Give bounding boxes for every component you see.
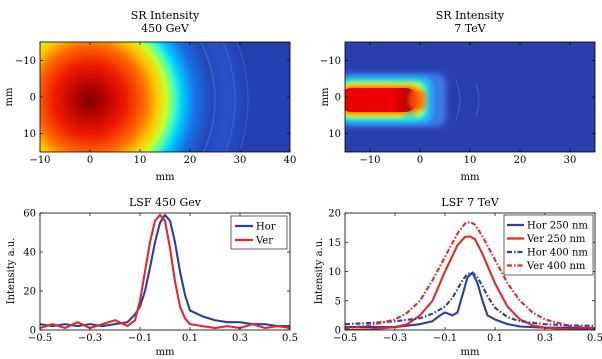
y-tick-label: 10 [328, 129, 341, 140]
y-tick-label: 5 [335, 296, 341, 307]
x-tick-label: −0.5 [28, 333, 52, 344]
x-tick-label: 10 [134, 155, 147, 166]
heatmap-450gev-image [40, 42, 290, 152]
lsf-7tev-ylabel: Intensity a.u. [314, 238, 325, 305]
x-tick-label: −0.5 [333, 333, 357, 344]
x-tick-label: 20 [184, 155, 197, 166]
heatmap-7tev: SR Intensity 7 TeV −10 0 10 20 30 −10 0 10 mm [320, 9, 596, 183]
lsf-7tev-ticks: −0.5 −0.3 −0.1 0.1 0.3 0.5 0 5 10 15 20 [328, 209, 602, 345]
y-tick-label: 10 [328, 267, 341, 278]
y-tick-label: 40 [23, 248, 36, 259]
lsf-450gev: LSF 450 Gev −0.5 −0.3 −0.1 0.1 0.3 0.5 0 20 40 60… [6, 196, 298, 358]
lsf-450gev-series [40, 213, 290, 330]
heatmap-450gev: SR Intensity 450 GeV −10 0 10 20 30 40−10010 … [4, 9, 296, 183]
heatmap-450gev-subtitle: 450 GeV [141, 22, 190, 35]
series-line-hor-400-nm [345, 271, 595, 327]
legend-label-hor-400: Hor 400 nm [527, 248, 588, 259]
lsf-450gev-legend: Hor Ver [230, 215, 288, 250]
heatmap-7tev-subtitle: 7 TeV [454, 22, 486, 35]
heatmap-450gev-xlabel: mm [156, 172, 175, 183]
x-tick-label: 0 [87, 155, 93, 166]
x-tick-label: −10 [29, 155, 50, 166]
series-line-ver-250-nm [345, 235, 595, 330]
x-tick-label: 0.3 [537, 333, 553, 344]
legend-label-hor-250: Hor 250 nm [527, 221, 588, 232]
legend-label-ver-400: Ver 400 nm [526, 261, 586, 272]
series-line-ver-400-nm [345, 220, 595, 330]
lsf-7tev-legend: Hor 250 nm Ver 250 nm Hor 400 nm Ver 400… [503, 214, 594, 276]
x-tick-label: 0.5 [587, 333, 602, 344]
lsf-450gev-ticks: −0.5 −0.3 −0.1 0.1 0.3 0.5 0 20 40 60 [23, 209, 298, 345]
series-line-ver [40, 213, 290, 330]
y-tick-label: 15 [328, 238, 341, 249]
y-tick-label: −10 [320, 56, 341, 67]
legend-label-ver: Ver [255, 236, 273, 247]
y-tick-label: 10 [23, 129, 36, 140]
heatmap-450gev-ticks: −10 0 10 20 30 40 −10 0 10 [15, 42, 296, 166]
x-tick-label: −0.1 [433, 333, 457, 344]
x-tick-label: 40 [284, 155, 297, 166]
heatmap-7tev-ylabel: mm [320, 87, 331, 106]
x-tick-label: −0.3 [383, 333, 407, 344]
lsf-450gev-ylabel: Intensity a.u. [6, 238, 17, 305]
x-tick-label: −0.3 [78, 333, 102, 344]
heatmap-7tev-ticks: −10 0 10 20 30 −10 0 10 [320, 42, 595, 166]
x-tick-label: 10 [464, 155, 477, 166]
heatmap-450gev-title: SR Intensity [131, 9, 200, 22]
lsf-7tev-xlabel: mm [461, 347, 480, 358]
lsf-450gev-xlabel: mm [156, 347, 175, 358]
x-tick-label: 30 [234, 155, 247, 166]
lsf-7tev-series [345, 220, 595, 330]
heatmap-450gev-ylabel: mm [4, 87, 15, 106]
x-tick-label: 0 [417, 155, 423, 166]
x-tick-label: 20 [514, 155, 527, 166]
y-tick-label: 20 [23, 287, 36, 298]
lsf-7tev: LSF 7 TeV −0.5 −0.3 −0.1 0.1 0.3 0.505101520 … [314, 196, 602, 358]
x-tick-label: −0.1 [128, 333, 152, 344]
y-tick-label: 0 [335, 93, 341, 104]
x-tick-label: −10 [359, 155, 380, 166]
x-tick-label: 0.5 [282, 333, 298, 344]
heatmap-7tev-xlabel: mm [461, 172, 480, 183]
lsf-450gev-frame [39, 212, 291, 331]
x-tick-label: 0.3 [232, 333, 248, 344]
legend-label-ver-250: Ver 250 nm [526, 234, 586, 245]
lsf-450gev-title: LSF 450 Gev [129, 196, 202, 209]
y-tick-label: 60 [23, 209, 36, 220]
series-line-hor-250-nm [345, 271, 595, 330]
y-tick-label: 20 [328, 209, 341, 220]
lsf-7tev-title: LSF 7 TeV [441, 196, 499, 209]
heatmap-7tev-title: SR Intensity [436, 9, 505, 22]
y-tick-label: 0 [30, 326, 36, 337]
heatmap-450gev-fringes [200, 42, 249, 152]
y-tick-label: 0 [335, 326, 341, 337]
y-tick-label: 0 [30, 93, 36, 104]
y-tick-label: −10 [15, 56, 36, 67]
x-tick-label: 30 [564, 155, 577, 166]
x-tick-label: 0.1 [487, 333, 503, 344]
heatmap-7tev-beam [345, 73, 446, 127]
x-tick-label: 0.1 [182, 333, 198, 344]
legend-label-hor: Hor [256, 222, 276, 233]
